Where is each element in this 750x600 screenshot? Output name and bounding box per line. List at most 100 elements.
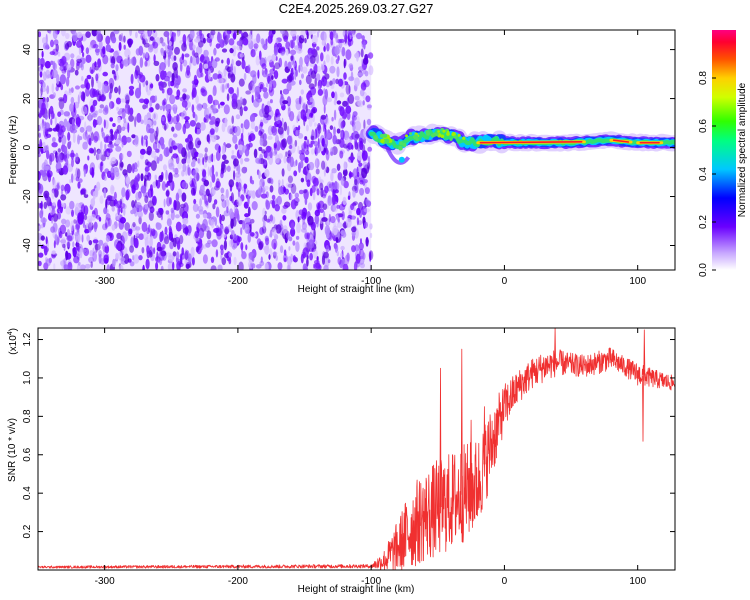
noise-speck: [238, 144, 244, 151]
noise-speck: [302, 189, 308, 194]
noise-speck: [344, 254, 350, 265]
noise-speck: [138, 255, 143, 261]
noise-speck: [90, 213, 96, 221]
noise-speck: [118, 264, 124, 270]
noise-speck: [96, 115, 103, 126]
noise-speck: [52, 69, 58, 79]
noise-speck: [193, 198, 197, 205]
noise-speck: [215, 171, 218, 177]
noise-speck: [269, 214, 274, 222]
noise-speck: [207, 69, 211, 81]
noise-speck: [38, 31, 42, 38]
noise-speck: [123, 253, 130, 264]
noise-speck: [215, 43, 221, 49]
snr-y-axis-title: SNR (10 * v/v): [7, 418, 18, 482]
noise-speck: [168, 162, 175, 170]
noise-speck: [365, 200, 372, 208]
noise-speck: [98, 239, 104, 246]
noise-speck: [92, 251, 97, 262]
noise-speck: [273, 70, 279, 80]
signal-blob: [446, 130, 450, 134]
noise-speck: [93, 135, 98, 143]
noise-speck: [240, 132, 244, 142]
noise-speck: [43, 145, 48, 151]
noise-speck: [164, 236, 170, 245]
noise-speck: [282, 88, 290, 95]
noise-speck: [137, 74, 140, 84]
noise-speck: [71, 118, 75, 127]
noise-speck: [161, 181, 166, 191]
noise-speck: [186, 65, 191, 76]
noise-speck: [220, 171, 224, 179]
noise-speck: [138, 216, 142, 225]
colorbar-label: Normalized spectral amplitude: [737, 82, 748, 217]
noise-speck: [150, 235, 154, 241]
noise-speck: [190, 246, 195, 258]
noise-speck: [104, 143, 107, 150]
noise-speck: [193, 74, 198, 84]
noise-speck: [147, 200, 154, 209]
noise-speck: [336, 222, 343, 229]
noise-speck: [107, 148, 113, 153]
noise-speck: [101, 84, 107, 95]
noise-speck: [117, 116, 121, 124]
noise-speck: [129, 30, 132, 36]
noise-speck: [95, 48, 100, 56]
noise-speck: [104, 241, 109, 247]
noise-speck: [318, 265, 322, 270]
noise-speck: [233, 170, 236, 181]
noise-speck: [247, 194, 250, 206]
noise-speck: [153, 247, 156, 255]
noise-speck: [325, 147, 329, 155]
noise-speck: [192, 44, 196, 50]
noise-speck: [78, 47, 82, 56]
noise-speck: [209, 166, 214, 178]
noise-speck: [316, 46, 320, 51]
noise-speck: [203, 162, 208, 168]
noise-speck: [123, 44, 126, 50]
noise-speck: [149, 99, 153, 108]
noise-speck: [169, 146, 173, 154]
noise-speck: [329, 65, 336, 74]
noise-speck: [316, 65, 322, 73]
noise-speck: [241, 124, 244, 135]
noise-speck: [139, 98, 145, 104]
noise-speck: [137, 205, 143, 212]
noise-speck: [69, 124, 74, 133]
noise-speck: [191, 187, 196, 196]
noise-speck: [105, 44, 112, 52]
noise-speck: [215, 117, 221, 125]
noise-speck: [131, 134, 136, 139]
noise-speck: [259, 121, 264, 127]
noise-speck: [232, 45, 237, 50]
noise-speck: [172, 133, 178, 138]
noise-speck: [168, 254, 175, 262]
noise-speck: [330, 204, 337, 212]
noise-speck: [56, 152, 62, 163]
noise-speck: [292, 255, 296, 262]
noise-speck: [235, 176, 241, 183]
noise-speck: [169, 180, 173, 190]
noise-speck: [153, 54, 156, 63]
noise-speck: [342, 196, 347, 206]
noise-speck: [271, 228, 277, 237]
noise-speck: [113, 131, 118, 141]
noise-speck: [181, 181, 188, 189]
noise-speck: [77, 213, 84, 225]
noise-speck: [296, 115, 299, 123]
noise-speck: [221, 48, 228, 53]
noise-speck: [321, 217, 328, 222]
noise-speck: [229, 47, 234, 54]
noise-speck: [102, 46, 106, 55]
noise-speck: [79, 91, 82, 96]
noise-speck: [144, 195, 149, 204]
noise-speck: [310, 30, 317, 35]
noise-speck: [209, 154, 213, 162]
noise-speck: [165, 169, 168, 181]
noise-speck: [349, 171, 352, 179]
signal-wisp: [385, 146, 411, 165]
noise-speck: [121, 108, 126, 119]
noise-speck: [161, 114, 166, 126]
noise-speck: [175, 257, 179, 263]
noise-speck: [342, 168, 348, 177]
